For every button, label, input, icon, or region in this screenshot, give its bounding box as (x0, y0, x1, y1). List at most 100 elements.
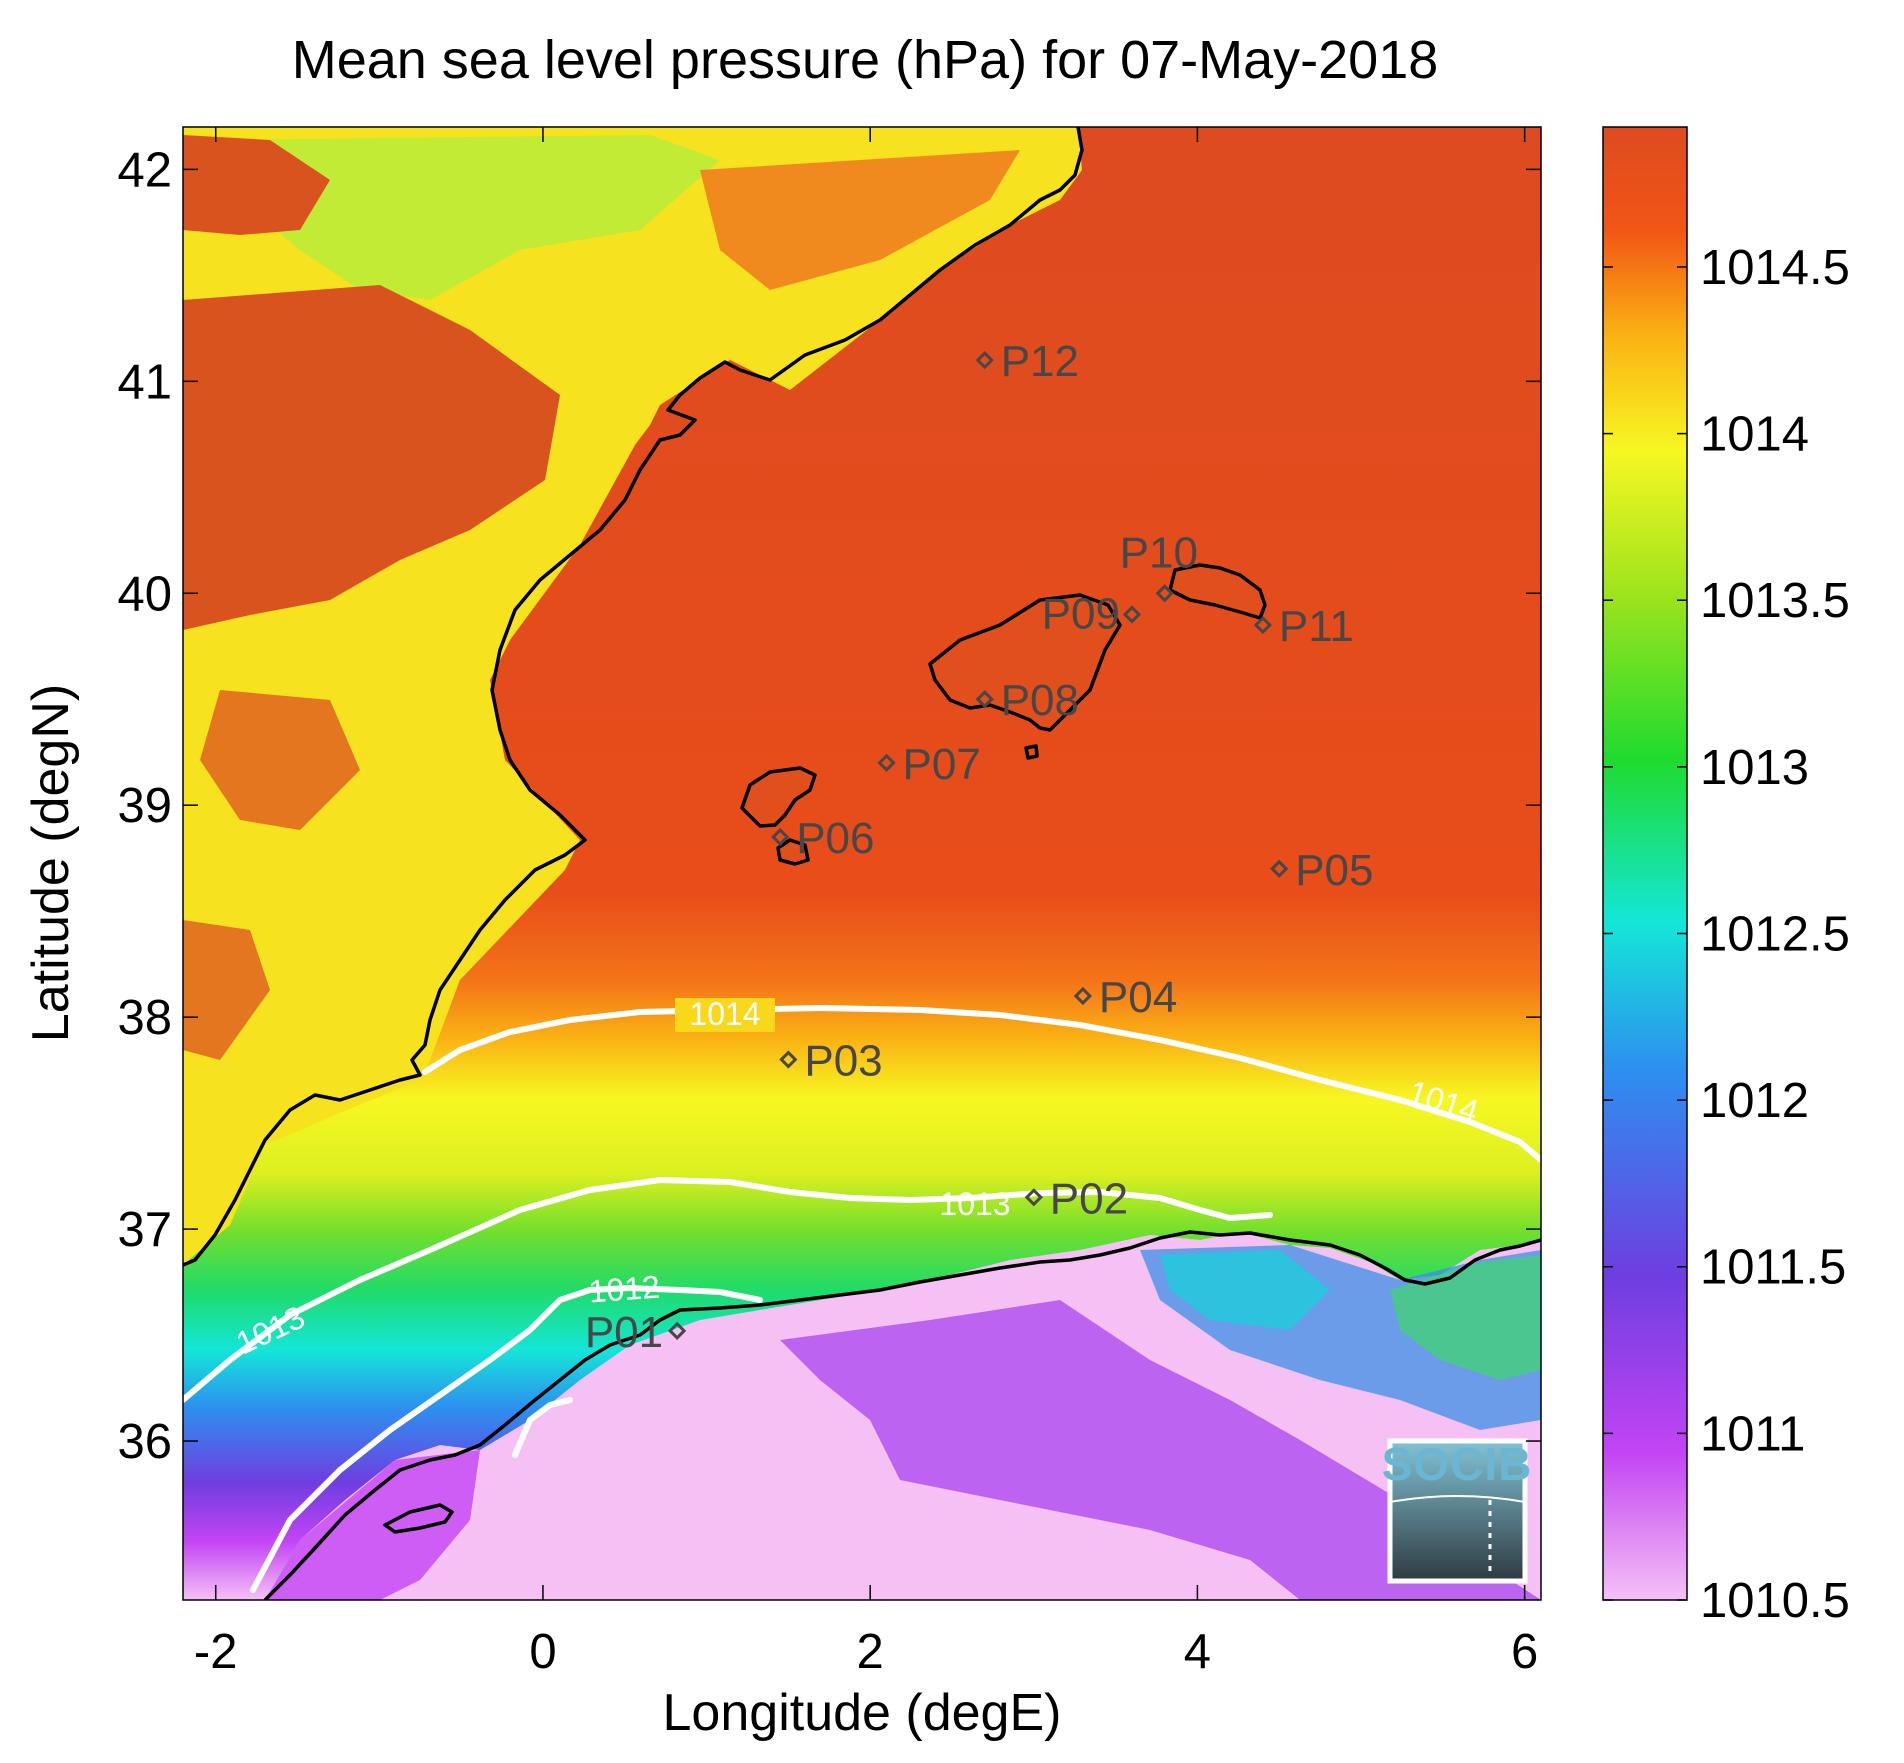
land-iberia-high-center (183, 285, 560, 630)
isobars (183, 1004, 1541, 1593)
x-tick-label: 0 (529, 1625, 556, 1679)
x-tick-label: -2 (194, 1625, 238, 1679)
island-mallorca (930, 595, 1120, 730)
coastlines (183, 127, 1541, 1600)
station-marker (975, 690, 994, 709)
coastline-africa (263, 1230, 1541, 1600)
coastline-formentera (776, 838, 810, 866)
station-p10: P10 (1120, 528, 1198, 603)
y-tick-label: 38 (117, 991, 172, 1045)
land-africa-purple (265, 1450, 480, 1600)
plot-frame (182, 126, 1542, 1601)
contour-label-1012: 1012 (587, 1269, 661, 1310)
station-label: P02 (1050, 1174, 1128, 1223)
station-label: P04 (1099, 973, 1177, 1022)
y-tick-label: 42 (117, 143, 172, 197)
colorbar-tick-label: 1013 (1700, 741, 1809, 795)
colorbar-ticks: 1010.5 1011 1011.5 1012 1012.5 1013 1013.5 1014… (1603, 241, 1850, 1628)
land-iberia-high-north (700, 150, 1020, 290)
colorbar-tick-label: 1010.5 (1700, 1574, 1850, 1628)
land-iberia-green (210, 135, 720, 300)
land-africa-violet (780, 1300, 1541, 1600)
isobar-1014 (422, 1004, 1541, 1163)
island-formentera (778, 840, 808, 864)
station-p12: P12 (975, 337, 1079, 386)
station-p04: P04 (1073, 973, 1177, 1022)
socib-logo-box (1387, 1438, 1528, 1584)
station-label: P08 (1001, 676, 1079, 725)
socib-logo: SOCIB (1382, 1438, 1533, 1584)
station-marker (771, 827, 790, 847)
colorbar-tick-label: 1012.5 (1700, 907, 1850, 961)
station-label: P11 (1279, 602, 1354, 651)
station-marker (1122, 605, 1142, 624)
x-axis-label: Longitude (degE) (663, 1684, 1062, 1742)
contour-label-1014-bg-a (675, 998, 775, 1032)
coastline-ibiza (740, 766, 817, 828)
station-label: P03 (804, 1037, 882, 1086)
colorbar-tick-label: 1011 (1700, 1407, 1805, 1461)
y-axis-label: Latitude (degN) (22, 684, 80, 1042)
station-p02: P02 (1024, 1174, 1128, 1223)
station-marker (877, 753, 896, 772)
socib-logo-text: SOCIB (1382, 1438, 1533, 1490)
station-label: P05 (1295, 846, 1373, 895)
station-marker (1155, 584, 1174, 603)
coastline-menorca (1168, 563, 1267, 620)
station-marker (1270, 859, 1289, 878)
coastline-alboran-island (383, 1503, 454, 1534)
station-marker (975, 351, 994, 370)
land-iberia-high-southwest (183, 920, 270, 1060)
contour-label-1013-a: 1013 (939, 1186, 1010, 1222)
land-africa-green (1390, 1255, 1541, 1380)
station-label: P10 (1120, 528, 1198, 577)
station-label: P12 (1001, 337, 1079, 386)
x-tick-label: 6 (1511, 1625, 1538, 1679)
station-label: P09 (1042, 589, 1120, 638)
colorbar-tick-label: 1013.5 (1700, 574, 1850, 628)
x-tick-label: 2 (857, 1625, 884, 1679)
land-africa-cyan (1160, 1250, 1330, 1330)
y-tick-label: 37 (117, 1203, 172, 1257)
isobar-1013 (183, 1176, 1273, 1403)
colorbar-tick-label: 1012 (1700, 1074, 1809, 1128)
island-menorca (1170, 565, 1265, 618)
chart-title: Mean sea level pressure (hPa) for 07-May… (292, 30, 1439, 90)
station-marker (1253, 615, 1272, 635)
land-iberia-high-west (183, 135, 330, 235)
island-ibiza (742, 768, 815, 826)
land-iberia-high-south (200, 690, 360, 830)
station-label: P06 (796, 814, 874, 863)
station-marker (1024, 1188, 1043, 1207)
station-p08: P08 (975, 676, 1079, 725)
station-p01: P01 (585, 1308, 687, 1357)
y-tick-label: 39 (117, 779, 172, 833)
station-p11: P11 (1253, 602, 1354, 651)
colorbar-tick-label: 1011.5 (1700, 1241, 1846, 1295)
colorbar (1602, 126, 1688, 1601)
station-marker (779, 1050, 798, 1069)
station-marker (667, 1321, 687, 1340)
contour-label-1014-a: 1014 (689, 996, 760, 1032)
isobar-1011-fragment (512, 1397, 573, 1458)
station-label: P01 (585, 1308, 663, 1357)
y-axis-ticks: 36 37 38 39 40 41 42 (117, 143, 1541, 1469)
station-marker (1073, 986, 1093, 1006)
y-tick-label: 36 (117, 1415, 172, 1469)
x-tick-label: 4 (1184, 1625, 1211, 1679)
y-tick-label: 41 (117, 355, 172, 409)
coastline-cabrera (1024, 744, 1039, 760)
coastline-mallorca (928, 593, 1122, 732)
station-p05: P05 (1270, 846, 1374, 895)
station-p03: P03 (779, 1037, 883, 1086)
station-label: P07 (903, 740, 981, 789)
y-tick-label: 40 (117, 567, 172, 621)
socib-logo-wave (1389, 1495, 1526, 1503)
coastline-iberia (183, 127, 1084, 1267)
isobar-1012 (250, 1284, 763, 1593)
colorbar-tick-label: 1014 (1700, 408, 1809, 462)
station-p07: P07 (877, 740, 981, 789)
